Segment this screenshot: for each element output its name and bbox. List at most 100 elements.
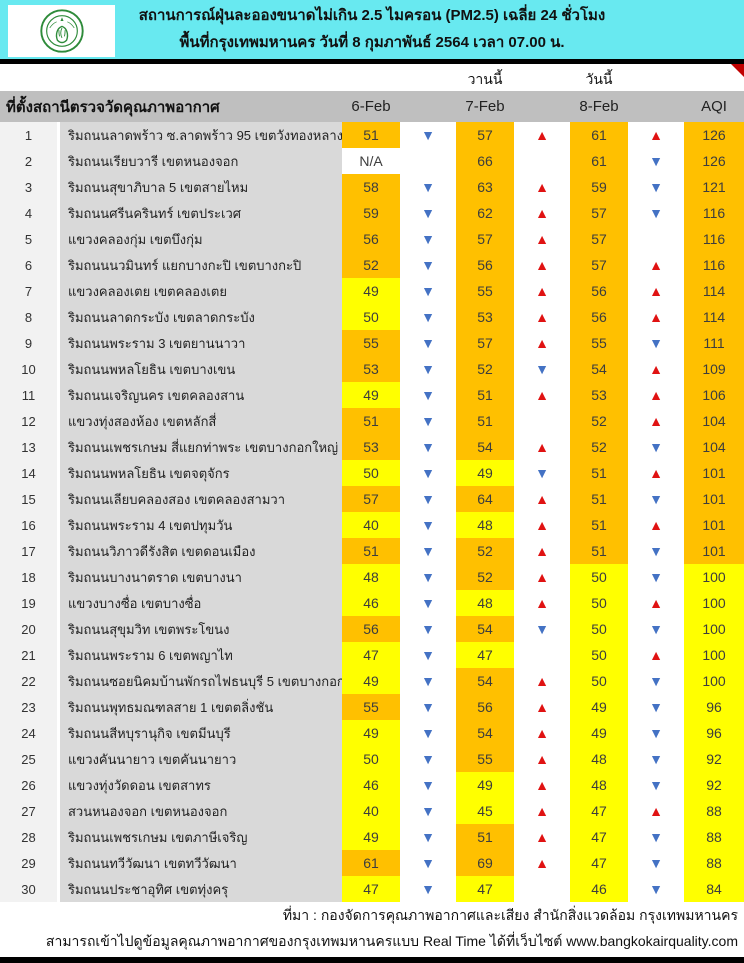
- table-row: 21 ริมถนนพระราม 6 เขตพญาไท 47 ▼ 47 50 ▲ …: [0, 642, 744, 668]
- pm25-value-7feb: 55: [456, 278, 514, 304]
- col-header-aqi: AQI: [701, 98, 727, 115]
- aqi-value: 104: [684, 434, 744, 460]
- pm25-value-6feb: 47: [342, 642, 400, 668]
- pm25-value-6feb: 55: [342, 694, 400, 720]
- pm25-value-8feb: 51: [570, 486, 628, 512]
- trend-down-icon: ▼: [400, 278, 456, 304]
- pm25-value-8feb: 52: [570, 408, 628, 434]
- station-name: ริมถนนเลียบคลองสอง เขตคลองสามวา: [60, 486, 342, 512]
- pm25-value-7feb: 52: [456, 564, 514, 590]
- station-name: แขวงทุ่งสองห้อง เขตหลักสี่: [60, 408, 342, 434]
- row-number: 26: [0, 772, 60, 798]
- row-number: 30: [0, 876, 60, 902]
- station-name: ริมถนนลาดพร้าว ซ.ลาดพร้าว 95 เขตวังทองหล…: [60, 122, 342, 148]
- trend-up-icon: ▲: [628, 642, 684, 668]
- pm25-value-7feb: 54: [456, 720, 514, 746]
- pm25-value-7feb: 56: [456, 694, 514, 720]
- station-name: สวนหนองจอก เขตหนองจอก: [60, 798, 342, 824]
- table-row: 2 ริมถนนเรียบวารี เขตหนองจอก N/A 66 61 ▼…: [0, 148, 744, 174]
- station-name: แขวงคลองกุ่ม เขตบึงกุ่ม: [60, 226, 342, 252]
- station-name: ริมถนนพระราม 6 เขตพญาไท: [60, 642, 342, 668]
- station-name: ริมถนนเจริญนคร เขตคลองสาน: [60, 382, 342, 408]
- pm25-value-6feb: 51: [342, 408, 400, 434]
- trend-down-icon: ▼: [628, 564, 684, 590]
- today-label: วันนี้: [585, 70, 613, 87]
- station-name: ริมถนนพุทธมณฑลสาย 1 เขตตลิ่งชัน: [60, 694, 342, 720]
- pm25-value-8feb: 61: [570, 148, 628, 174]
- aqi-value: 101: [684, 486, 744, 512]
- corner-comment-marker-icon: [731, 64, 744, 77]
- pm25-value-7feb: 49: [456, 772, 514, 798]
- trend-up-icon: ▲: [514, 278, 570, 304]
- aqi-value: 96: [684, 694, 744, 720]
- station-name: ริมถนนพหลโยธิน เขตจตุจักร: [60, 460, 342, 486]
- table-row: 27 สวนหนองจอก เขตหนองจอก 40 ▼ 45 ▲ 47 ▲ …: [0, 798, 744, 824]
- table-row: 23 ริมถนนพุทธมณฑลสาย 1 เขตตลิ่งชัน 55 ▼ …: [0, 694, 744, 720]
- trend-down-icon: ▼: [514, 460, 570, 486]
- pm25-value-7feb: 54: [456, 434, 514, 460]
- station-name: ริมถนนวิภาวดีรังสิต เขตดอนเมือง: [60, 538, 342, 564]
- table-row: 11 ริมถนนเจริญนคร เขตคลองสาน 49 ▼ 51 ▲ 5…: [0, 382, 744, 408]
- pm25-value-6feb: 46: [342, 772, 400, 798]
- pm25-value-6feb: 59: [342, 200, 400, 226]
- station-name: แขวงทุ่งวัดดอน เขตสาทร: [60, 772, 342, 798]
- pm25-value-8feb: 56: [570, 278, 628, 304]
- trend-down-icon: ▼: [628, 850, 684, 876]
- aqi-value: 126: [684, 148, 744, 174]
- station-name: ริมถนนสีหบุรานุกิจ เขตมีนบุรี: [60, 720, 342, 746]
- row-number: 15: [0, 486, 60, 512]
- pm25-value-6feb: 49: [342, 824, 400, 850]
- row-number: 11: [0, 382, 60, 408]
- row-number: 4: [0, 200, 60, 226]
- station-name: ริมถนนนวมินทร์ แยกบางกะปิ เขตบางกะปิ: [60, 252, 342, 278]
- station-name: ริมถนนทวีวัฒนา เขตทวีวัฒนา: [60, 850, 342, 876]
- pm25-value-6feb: 56: [342, 226, 400, 252]
- trend-up-icon: ▲: [628, 798, 684, 824]
- station-name: ริมถนนลาดกระบัง เขตลาดกระบัง: [60, 304, 342, 330]
- table-row: 3 ริมถนนสุขาภิบาล 5 เขตสายไหม 58 ▼ 63 ▲ …: [0, 174, 744, 200]
- pm25-value-6feb: 48: [342, 564, 400, 590]
- pm25-value-7feb: 47: [456, 642, 514, 668]
- col-header-8feb: 8-Feb: [579, 98, 619, 115]
- trend-up-icon: ▲: [628, 252, 684, 278]
- trend-down-icon: ▼: [400, 486, 456, 512]
- table-row: 14 ริมถนนพหลโยธิน เขตจตุจักร 50 ▼ 49 ▼ 5…: [0, 460, 744, 486]
- table-row: 24 ริมถนนสีหบุรานุกิจ เขตมีนบุรี 49 ▼ 54…: [0, 720, 744, 746]
- pm25-value-7feb: 51: [456, 824, 514, 850]
- aqi-value: 109: [684, 356, 744, 382]
- table-row: 28 ริมถนนเพชรเกษม เขตภาษีเจริญ 49 ▼ 51 ▲…: [0, 824, 744, 850]
- trend-down-icon: ▼: [400, 122, 456, 148]
- pm25-value-8feb: 47: [570, 850, 628, 876]
- trend-up-icon: ▲: [514, 200, 570, 226]
- pm25-value-8feb: 57: [570, 226, 628, 252]
- row-number: 29: [0, 850, 60, 876]
- pm25-value-6feb: 52: [342, 252, 400, 278]
- report-footer: ที่มา : กองจัดการคุณภาพอากาศและเสียง สำน…: [0, 902, 744, 963]
- pm25-value-7feb: 47: [456, 876, 514, 902]
- pm25-value-7feb: 51: [456, 408, 514, 434]
- pm25-value-8feb: 53: [570, 382, 628, 408]
- trend-down-icon: ▼: [628, 538, 684, 564]
- trend-down-icon: ▼: [400, 590, 456, 616]
- pm25-value-7feb: 54: [456, 616, 514, 642]
- pm25-value-8feb: 57: [570, 252, 628, 278]
- table-header: ที่ตั้งสถานีตรวจวัดคุณภาพอากาศ 6-Feb 7-F…: [0, 91, 744, 122]
- aqi-value: 100: [684, 668, 744, 694]
- station-name: ริมถนนเพชรเกษม เขตภาษีเจริญ: [60, 824, 342, 850]
- trend-up-icon: ▲: [514, 694, 570, 720]
- trend-up-icon: ▲: [514, 538, 570, 564]
- trend-up-icon: ▲: [514, 512, 570, 538]
- aqi-value: 114: [684, 304, 744, 330]
- pm25-value-8feb: 47: [570, 798, 628, 824]
- row-number: 17: [0, 538, 60, 564]
- pm25-value-7feb: 51: [456, 382, 514, 408]
- station-name: ริมถนนพระราม 3 เขตยานนาวา: [60, 330, 342, 356]
- trend-down-icon: ▼: [400, 876, 456, 902]
- row-number: 21: [0, 642, 60, 668]
- trend-down-icon: ▼: [400, 798, 456, 824]
- pm25-value-6feb: 51: [342, 538, 400, 564]
- table-row: 8 ริมถนนลาดกระบัง เขตลาดกระบัง 50 ▼ 53 ▲…: [0, 304, 744, 330]
- trend-down-icon: ▼: [400, 174, 456, 200]
- pm25-value-8feb: 55: [570, 330, 628, 356]
- pm25-value-7feb: 48: [456, 590, 514, 616]
